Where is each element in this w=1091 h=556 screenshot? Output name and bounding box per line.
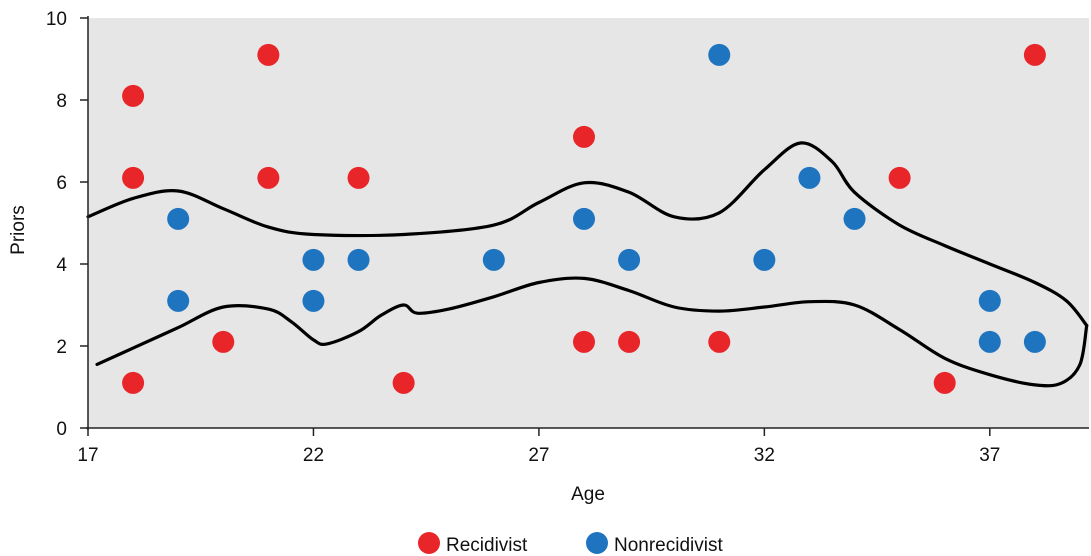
point-nonrecidivist xyxy=(347,248,370,271)
boundary-curve-upper xyxy=(86,141,1089,328)
point-recidivist xyxy=(212,330,235,353)
x-tick-label: 37 xyxy=(979,445,1000,466)
legend-swatch-recidivist xyxy=(418,532,440,554)
point-nonrecidivist xyxy=(1023,330,1046,353)
x-axis-title: Age xyxy=(571,484,605,505)
point-nonrecidivist xyxy=(843,207,866,230)
point-recidivist xyxy=(1023,43,1046,66)
point-recidivist xyxy=(392,371,415,394)
legend-label-nonrecidivist: Nonrecidivist xyxy=(614,535,723,556)
x-axis-ticks: 17 22 27 32 37 xyxy=(77,428,1000,466)
y-tick-label: 0 xyxy=(56,419,67,440)
y-tick-label: 6 xyxy=(56,173,67,194)
y-axis-title: Priors xyxy=(8,205,29,255)
decision-boundaries xyxy=(86,141,1089,388)
point-recidivist xyxy=(122,166,145,189)
x-tick-label: 22 xyxy=(303,445,324,466)
point-nonrecidivist xyxy=(753,248,776,271)
point-recidivist xyxy=(257,43,280,66)
point-nonrecidivist xyxy=(167,289,190,312)
boundary-curve-lower xyxy=(95,276,1089,388)
legend-label-recidivist: Recidivist xyxy=(446,535,528,556)
x-tick-label: 32 xyxy=(754,445,775,466)
point-recidivist xyxy=(708,330,731,353)
point-nonrecidivist xyxy=(978,330,1001,353)
data-points xyxy=(122,43,1046,394)
point-recidivist xyxy=(572,330,595,353)
point-nonrecidivist xyxy=(572,207,595,230)
legend: Recidivist Nonrecidivist xyxy=(418,532,723,556)
point-recidivist xyxy=(888,166,911,189)
point-recidivist xyxy=(122,84,145,107)
point-recidivist xyxy=(347,166,370,189)
point-recidivist xyxy=(122,371,145,394)
point-nonrecidivist xyxy=(482,248,505,271)
point-nonrecidivist xyxy=(302,248,325,271)
point-recidivist xyxy=(933,371,956,394)
point-recidivist xyxy=(572,125,595,148)
x-tick-label: 17 xyxy=(77,445,98,466)
y-tick-label: 8 xyxy=(56,91,67,112)
legend-swatch-nonrecidivist xyxy=(586,532,608,554)
x-tick-label: 27 xyxy=(528,445,549,466)
point-nonrecidivist xyxy=(618,248,641,271)
point-recidivist xyxy=(618,330,641,353)
point-nonrecidivist xyxy=(978,289,1001,312)
y-tick-label: 4 xyxy=(56,255,67,276)
point-recidivist xyxy=(257,166,280,189)
y-axis-ticks: 0 2 4 6 8 10 xyxy=(46,9,88,440)
point-nonrecidivist xyxy=(708,43,731,66)
point-nonrecidivist xyxy=(167,207,190,230)
y-tick-label: 2 xyxy=(56,337,67,358)
y-tick-label: 10 xyxy=(46,9,67,30)
point-nonrecidivist xyxy=(302,289,325,312)
point-nonrecidivist xyxy=(798,166,821,189)
